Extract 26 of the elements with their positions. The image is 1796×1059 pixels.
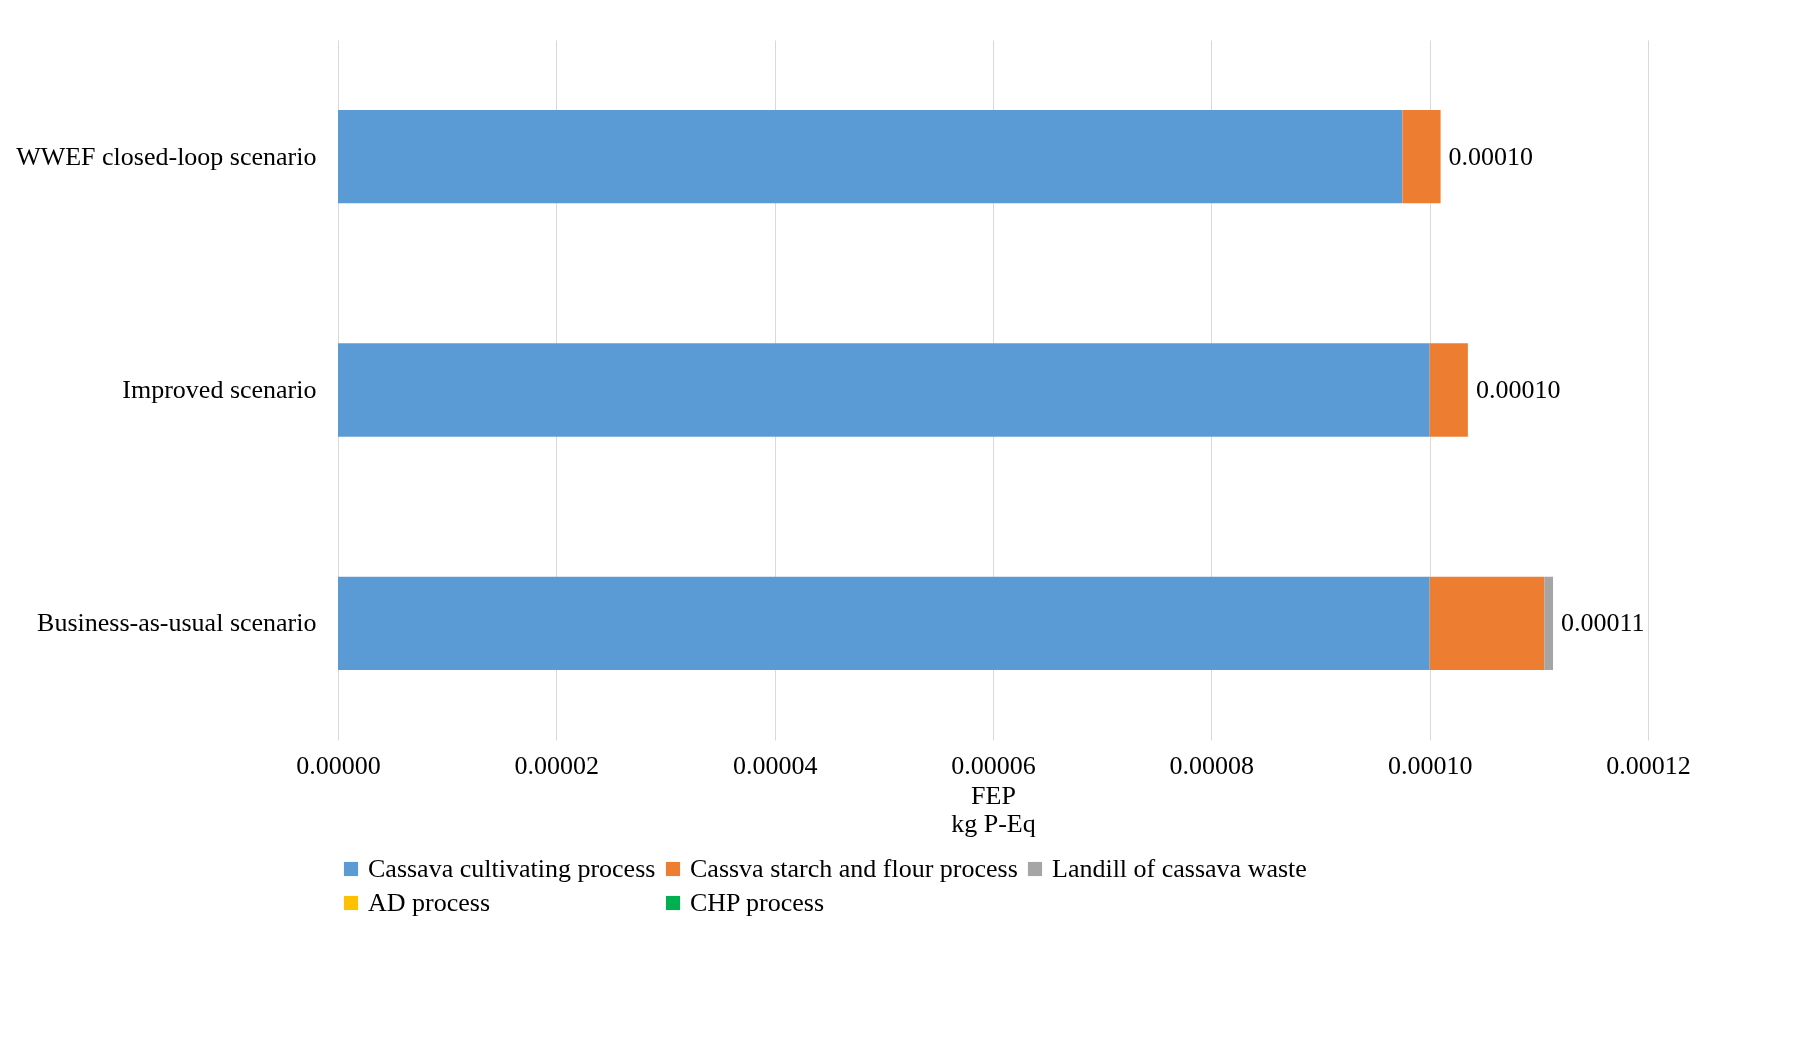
total-label: 0.00011: [1561, 608, 1645, 638]
legend-label: Cassva starch and flour process: [690, 854, 1018, 883]
bar: [1402, 110, 1441, 204]
y-tick-label: WWEF closed-loop scenario: [16, 141, 317, 171]
total-label: 0.00010: [1448, 141, 1534, 171]
y-tick-label: Business-as-usual scenario: [37, 608, 317, 638]
bar: [338, 576, 1430, 670]
x-tick-label: 0.00004: [732, 750, 818, 780]
x-tick-label: 0.00010: [1387, 750, 1473, 780]
legend-label: CHP process: [690, 888, 825, 917]
y-tick-label: Improved scenario: [122, 375, 317, 404]
bar: [338, 110, 1403, 204]
bar: [1429, 343, 1468, 437]
total-label: 0.00010: [1475, 375, 1561, 404]
x-axis-title: FEP kg P-Eq: [951, 780, 1036, 838]
x-tick-label: 0.00012: [1606, 750, 1691, 780]
x-tick-label: 0.00008: [1169, 750, 1255, 780]
x-tick-label: 0.00002: [514, 750, 600, 780]
legend-label: Landill of cassava waste: [1052, 854, 1307, 883]
legend-label: AD process: [368, 888, 491, 917]
legend-label: Cassava cultivating process: [368, 854, 656, 883]
bar: [1429, 576, 1545, 670]
bar: [338, 343, 1430, 437]
x-tick-label: 0.00006: [951, 750, 1036, 780]
x-tick-label: 0.00000: [296, 750, 381, 780]
bar: [1544, 576, 1554, 670]
